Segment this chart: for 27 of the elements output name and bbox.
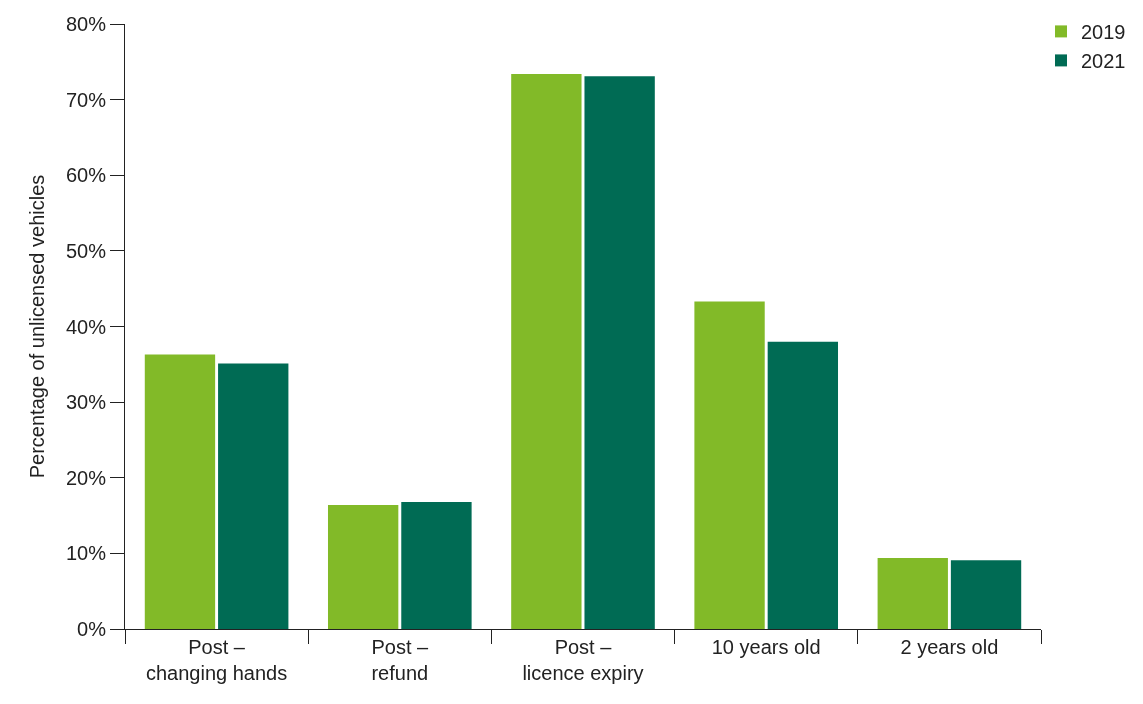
legend-label: 2019 <box>1081 21 1126 44</box>
bar <box>877 557 948 629</box>
x-tick-label: Post – refund <box>371 636 430 684</box>
bar <box>218 363 289 629</box>
y-tick-label: 50% <box>65 239 107 262</box>
y-tick-label: 30% <box>65 391 107 414</box>
y-tick-label: 10% <box>65 542 107 565</box>
y-tick-label: 0% <box>77 618 107 640</box>
y-tick-label: 80% <box>65 13 107 35</box>
bar <box>144 354 216 629</box>
x-tick-label: 2 years old <box>900 636 999 658</box>
x-tick-label: Post – changing hands <box>145 636 288 684</box>
legend-label: 2021 <box>1081 50 1126 73</box>
y-tick-label: 70% <box>65 88 107 111</box>
bar <box>767 341 839 629</box>
bar <box>401 501 472 629</box>
y-tick-label: 60% <box>65 164 107 187</box>
y-tick-label: 40% <box>65 315 107 338</box>
x-tick-label: 10 years old <box>711 636 821 658</box>
bar <box>327 504 399 629</box>
x-tick-label: Post – licence expiry <box>522 636 644 684</box>
bar <box>584 76 655 629</box>
bar <box>694 301 765 629</box>
bar <box>950 560 1022 629</box>
y-tick-label: 20% <box>65 466 107 489</box>
y-axis-title: Percentage of unlicensed vehicles <box>26 174 49 479</box>
bar <box>511 73 582 629</box>
